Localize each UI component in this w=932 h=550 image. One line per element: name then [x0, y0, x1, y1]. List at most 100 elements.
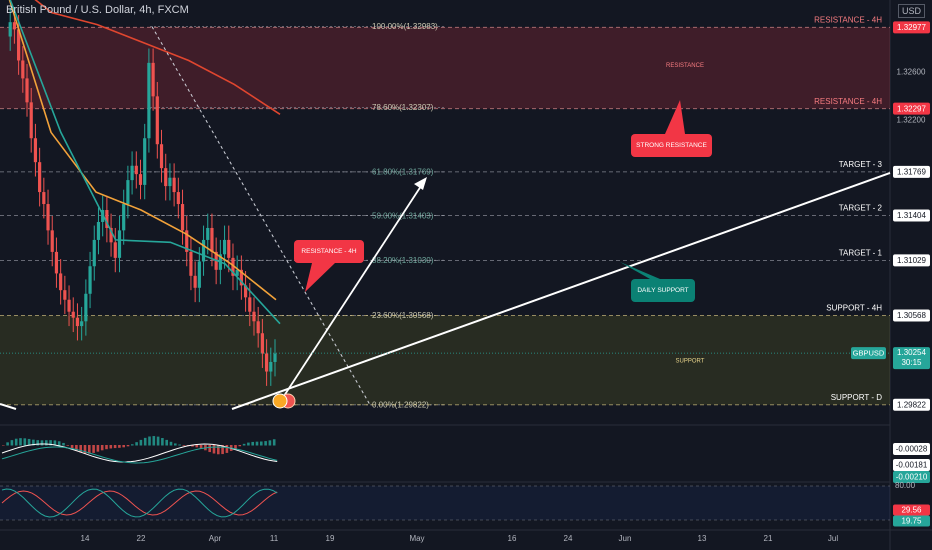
callout-strong-resistance[interactable]: STRONG RESISTANCE — [631, 100, 712, 157]
macd-bar — [2, 445, 5, 446]
candle-body — [109, 227, 113, 243]
callout-text: RESISTANCE - 4H — [301, 248, 356, 255]
rsi-value-text: 19.75 — [901, 517, 922, 526]
candle-body — [222, 239, 227, 255]
candle-body — [130, 165, 134, 181]
macd-bar — [182, 445, 186, 446]
rsi-line — [1, 490, 278, 516]
currency-badge[interactable]: USD — [898, 4, 926, 18]
callout-box — [631, 279, 695, 302]
candle-body — [50, 230, 54, 252]
rsi-signal-line — [1, 488, 278, 518]
candle-body — [180, 204, 185, 231]
macd-bar — [75, 445, 78, 451]
symbol-tag — [851, 347, 886, 360]
macd-bar — [96, 445, 100, 452]
macd-bar — [57, 441, 61, 446]
macd-bar — [268, 440, 272, 446]
symbol-title: British Pound / U.S. Dollar, 4h, FXCM — [6, 4, 189, 16]
macd-value-text: -0.00181 — [896, 461, 928, 470]
countdown-text: 30:15 — [901, 358, 922, 367]
macd-bar — [152, 436, 156, 446]
candle-body — [71, 311, 75, 318]
candle-body — [21, 60, 25, 79]
candle-body — [197, 261, 201, 288]
zone-label-support: SUPPORT — [676, 359, 705, 365]
candle-body — [54, 251, 59, 274]
macd-bar — [156, 436, 160, 446]
candle-body — [42, 192, 46, 205]
price-tag — [893, 398, 930, 411]
macd-bar — [234, 445, 237, 449]
macd-value-tag — [893, 459, 930, 471]
zone-label-resistance: RESISTANCE — [666, 63, 704, 69]
candle-body — [147, 62, 151, 139]
macd-signal-line — [1, 446, 278, 464]
macd-bar — [199, 445, 203, 449]
candle-body — [235, 269, 239, 276]
macd-bar — [23, 438, 27, 446]
candle-body — [29, 102, 33, 139]
macd-bar — [113, 445, 117, 449]
candle-body — [38, 162, 42, 193]
time-axis-label: 24 — [564, 534, 573, 543]
callout-tail — [665, 100, 685, 134]
zone-support — [0, 315, 890, 405]
candle-body — [172, 177, 176, 193]
price-tag-text: 1.31029 — [897, 256, 926, 265]
callout-box — [631, 134, 712, 157]
macd-bar — [251, 441, 254, 446]
candle-body — [75, 317, 80, 327]
candle-body — [122, 204, 126, 231]
macd-bar — [169, 441, 173, 446]
candle-body — [84, 293, 88, 322]
price-tag-text: 1.32977 — [897, 23, 926, 32]
macd-bar — [238, 445, 242, 447]
price-tag — [893, 21, 930, 34]
callout-tail — [305, 263, 335, 292]
macd-bar — [264, 441, 267, 446]
rsi-value-text: 29.56 — [901, 506, 922, 515]
macd-value-text: -0.00028 — [896, 445, 928, 454]
callout-resistance-4h[interactable]: RESISTANCE - 4H — [294, 240, 364, 292]
macd-bar — [118, 445, 121, 448]
candle-body — [243, 285, 248, 298]
candle-body — [80, 321, 84, 327]
time-axis-label: Jul — [828, 534, 838, 543]
candle-body — [248, 297, 252, 312]
rsi-value-tag — [893, 504, 930, 516]
candle-body — [164, 168, 168, 187]
candle-body — [273, 353, 277, 362]
candle-body — [25, 78, 29, 103]
candle-body — [264, 353, 269, 372]
time-axis-label: May — [409, 534, 424, 543]
candle-body — [88, 266, 92, 294]
macd-bar — [217, 445, 220, 455]
candle-body — [210, 227, 214, 252]
macd-bar — [66, 445, 70, 446]
candle-body — [59, 273, 63, 291]
macd-bar — [88, 445, 91, 454]
macd-bar — [70, 445, 74, 449]
macd-bar — [242, 443, 246, 446]
price-tag — [893, 165, 930, 178]
candle-body — [67, 299, 71, 312]
macd-bar — [105, 445, 108, 450]
time-axis-label: Jun — [619, 534, 632, 543]
candle-body — [134, 165, 138, 175]
macd-bar — [191, 445, 194, 447]
macd-bar — [32, 439, 35, 446]
macd-bar — [212, 445, 216, 454]
macd-bar — [148, 436, 151, 446]
macd-bar — [174, 443, 177, 446]
symbol-tag-text: GBPUSD — [853, 349, 885, 358]
macd-bar — [109, 445, 113, 449]
macd-bar — [161, 438, 164, 446]
callout-daily-support[interactable]: DAILY SUPPORT — [620, 262, 695, 302]
candle-body — [96, 221, 101, 240]
price-axis-tick: 1.32200 — [897, 115, 926, 124]
candle-body — [231, 257, 235, 276]
macd-bar — [14, 438, 18, 446]
candle-body — [269, 361, 273, 372]
